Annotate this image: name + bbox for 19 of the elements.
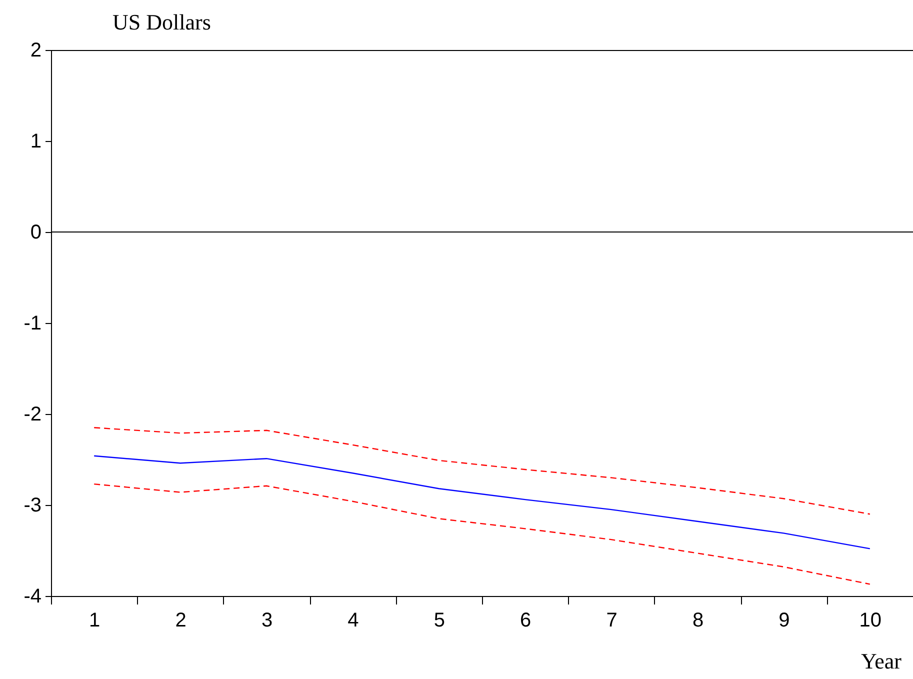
- y-tick-label: -2: [24, 404, 42, 426]
- x-axis-title: Year: [860, 648, 902, 674]
- x-tick-label: 8: [692, 610, 704, 632]
- y-tick-label: 1: [30, 130, 42, 152]
- x-tick-label: 2: [175, 610, 186, 632]
- x-tick-label: 10: [859, 610, 882, 632]
- x-tick-label: 7: [606, 610, 618, 632]
- y-axis-title: US Dollars: [112, 10, 211, 34]
- y-tick-label: 0: [30, 222, 42, 244]
- y-tick-label: -1: [24, 312, 42, 334]
- x-tick-label: 1: [89, 610, 100, 632]
- y-tick-label: -4: [24, 586, 42, 608]
- y-tick-label: -3: [24, 494, 42, 516]
- x-tick-label: 6: [520, 610, 532, 632]
- y-tick-label: 2: [30, 40, 42, 62]
- x-tick-label: 5: [434, 610, 445, 632]
- x-tick-label: 3: [261, 610, 273, 632]
- x-tick-label: 4: [348, 610, 359, 632]
- x-tick-label: 9: [778, 610, 790, 632]
